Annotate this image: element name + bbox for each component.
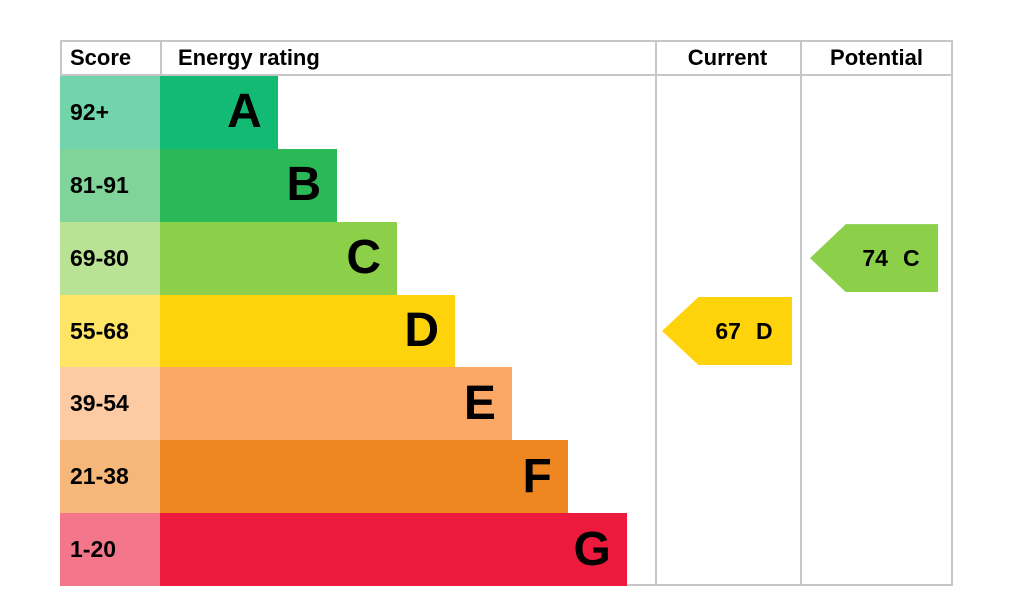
potential-column-header: Potential <box>830 45 923 70</box>
score-range-a: 92+ <box>60 76 160 149</box>
band-bar-d: D <box>160 294 456 368</box>
table-right-border <box>951 42 953 584</box>
current-column-divider <box>655 42 657 584</box>
band-row-d: 55-68 D <box>60 294 953 368</box>
score-range-f: 21-38 <box>60 440 160 514</box>
band-bar-a: A <box>160 76 278 149</box>
potential-rating-band: C <box>902 244 920 271</box>
band-letter-g: G <box>573 522 611 576</box>
bar-area-g: G <box>160 513 655 587</box>
current-rating-band: D <box>755 317 773 344</box>
bar-area-b: B <box>160 148 655 222</box>
current-rating-value: 67 <box>715 317 741 344</box>
band-bar-c: C <box>160 221 398 295</box>
score-range-d: 55-68 <box>60 294 160 368</box>
score-range-b: 81-91 <box>60 148 160 222</box>
score-column-header: Score <box>70 45 132 70</box>
band-letter-d: D <box>404 304 440 357</box>
energy-rating-column-header: Energy rating <box>178 45 320 70</box>
band-letter-a: A <box>227 85 262 139</box>
chart-header-row: Score Energy rating Current Potential <box>60 42 953 76</box>
header-score-divider <box>160 42 162 74</box>
bar-area-e: E <box>160 367 655 441</box>
bar-area-d: D <box>160 294 655 368</box>
band-bar-f: F <box>160 440 568 514</box>
band-row-b: 81-91 B <box>60 148 953 222</box>
bar-area-f: F <box>160 440 655 514</box>
band-letter-f: F <box>522 449 552 503</box>
band-row-f: 21-38 F <box>60 440 953 514</box>
bar-area-a: A <box>160 76 655 149</box>
band-letter-b: B <box>286 158 322 212</box>
score-range-e: 39-54 <box>60 367 160 441</box>
score-range-c: 69-80 <box>60 221 160 295</box>
band-row-a: 92+ A <box>60 76 953 149</box>
band-row-e: 39-54 E <box>60 367 953 441</box>
potential-rating-value: 74 <box>862 244 888 271</box>
score-range-g: 1-20 <box>60 513 160 587</box>
potential-column-divider <box>800 42 802 584</box>
epc-rating-chart: Score Energy rating Current Potential 92… <box>60 40 953 587</box>
band-bar-e: E <box>160 367 512 441</box>
bar-area-c: C <box>160 221 655 295</box>
current-column-header: Current <box>687 45 768 70</box>
band-letter-c: C <box>346 231 382 285</box>
band-rows: 92+ A 81-91 B 69-80 C 55-6 <box>60 76 953 587</box>
band-letter-e: E <box>463 376 496 430</box>
header-left-divider <box>60 42 62 74</box>
band-row-c: 69-80 C <box>60 221 953 295</box>
band-bar-b: B <box>160 148 338 222</box>
band-row-g: 1-20 G <box>60 513 953 587</box>
band-bar-g: G <box>160 513 627 587</box>
